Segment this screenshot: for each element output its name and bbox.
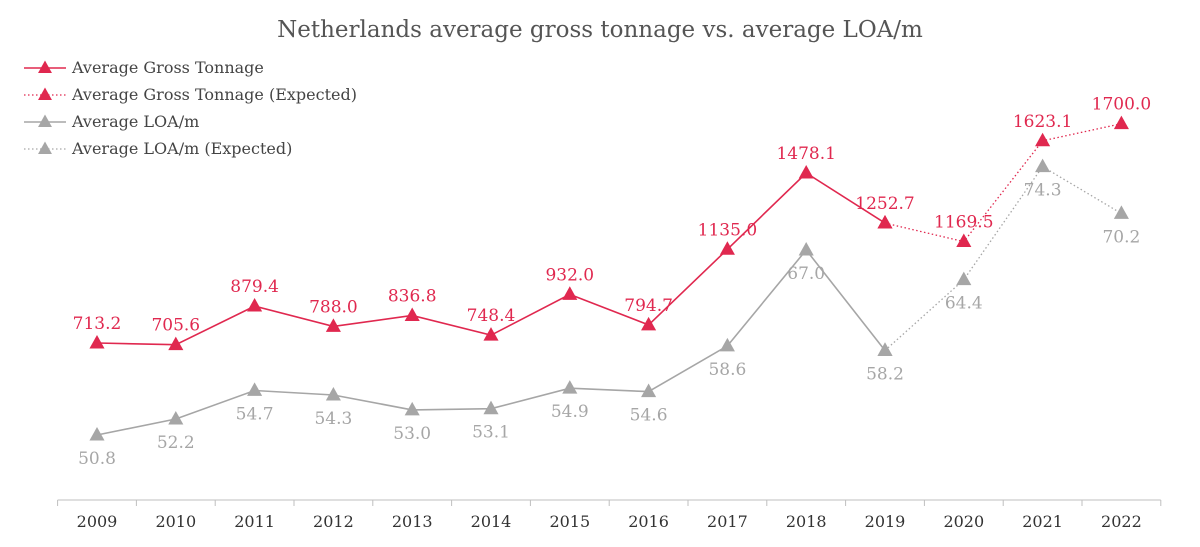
data-point [325, 318, 341, 332]
x-tick-label: 2011 [234, 512, 275, 531]
legend-marker-icon [38, 87, 52, 101]
legend: Average Gross Tonnage Average Gross Tonna… [24, 58, 357, 158]
data-label: 1169.5 [934, 213, 993, 233]
data-label: 748.4 [467, 306, 516, 326]
data-point [1113, 115, 1129, 130]
data-label: 705.6 [151, 316, 200, 336]
x-tick-label: 2013 [392, 512, 433, 531]
x-tick-label: 2021 [1022, 512, 1063, 531]
data-point [877, 342, 893, 356]
data-point [1035, 158, 1051, 173]
data-point [641, 316, 657, 331]
data-label: 1700.0 [1092, 95, 1151, 115]
data-point [798, 164, 814, 179]
data-point [168, 336, 184, 351]
data-point [956, 233, 972, 248]
chart-title: Netherlands average gross tonnage vs. av… [277, 17, 923, 43]
data-label: 1623.1 [1013, 112, 1072, 132]
data-label: 53.0 [393, 424, 431, 444]
data-point [1113, 205, 1129, 219]
data-label: 1252.7 [855, 194, 914, 214]
data-label: 54.9 [551, 402, 589, 422]
data-point [89, 334, 105, 349]
data-label: 58.6 [708, 360, 746, 380]
data-point [325, 386, 341, 401]
label-layer: 713.2 705.6 879.4 788.0 836.8 748.4 932.0 794.7… [73, 95, 1151, 469]
data-point [89, 426, 105, 441]
x-axis: 2009 2010 2011 2012 2013 2014 2015 2016 2017 2018… [57, 499, 1162, 531]
data-point [247, 382, 263, 396]
data-point [247, 298, 263, 312]
x-tick-label: 2014 [471, 512, 512, 531]
x-tick-label: 2018 [786, 512, 827, 531]
series-line [884, 123, 1122, 243]
data-point [562, 380, 578, 394]
x-tick-label: 2009 [77, 512, 118, 531]
data-point [168, 410, 184, 425]
x-tick-label: 2010 [155, 512, 196, 531]
series-layer [89, 115, 1129, 441]
data-label: 54.3 [314, 409, 352, 429]
data-label: 1478.1 [776, 144, 835, 164]
x-tick-label: 2012 [313, 512, 354, 531]
x-tick-label: 2022 [1101, 512, 1142, 531]
series-line [884, 165, 1122, 351]
x-tick-label: 2019 [865, 512, 906, 531]
data-point [877, 215, 893, 229]
data-point [562, 286, 578, 300]
data-point [483, 327, 499, 341]
x-tick-label: 2015 [549, 512, 590, 531]
data-label: 54.6 [630, 406, 668, 426]
data-point [719, 337, 735, 352]
data-label: 53.1 [472, 423, 510, 443]
x-tick-label: 2020 [943, 512, 984, 531]
x-tick-label: 2017 [707, 512, 748, 531]
data-label: 50.8 [78, 449, 116, 469]
data-label: 836.8 [388, 287, 437, 307]
data-label: 1135.0 [698, 220, 757, 240]
data-point [798, 241, 814, 256]
data-label: 74.3 [1024, 181, 1062, 201]
data-point [956, 271, 972, 286]
legend-label: Average LOA/m (Expected) [71, 139, 292, 158]
data-point [404, 307, 420, 321]
legend-marker-icon [38, 114, 52, 128]
data-label: 58.2 [866, 364, 904, 384]
legend-label: Average Gross Tonnage [71, 58, 264, 77]
data-label: 794.7 [624, 296, 673, 316]
data-label: 64.4 [945, 294, 983, 314]
data-point [641, 383, 657, 398]
legend-marker-icon [38, 141, 52, 155]
data-label: 788.0 [309, 297, 358, 317]
data-point [404, 401, 420, 416]
data-label: 52.2 [157, 433, 195, 453]
data-label: 70.2 [1102, 227, 1140, 247]
data-point [483, 400, 499, 415]
data-label: 879.4 [230, 277, 279, 297]
data-point [719, 241, 735, 255]
legend-marker-icon [38, 60, 52, 74]
data-label: 67.0 [787, 264, 825, 284]
legend-label: Average LOA/m [71, 112, 199, 131]
data-point [1035, 132, 1051, 147]
legend-label: Average Gross Tonnage (Expected) [71, 85, 357, 104]
x-tick-label: 2016 [628, 512, 669, 531]
data-label: 54.7 [236, 404, 274, 424]
data-label: 932.0 [545, 265, 594, 285]
data-label: 713.2 [73, 314, 122, 334]
